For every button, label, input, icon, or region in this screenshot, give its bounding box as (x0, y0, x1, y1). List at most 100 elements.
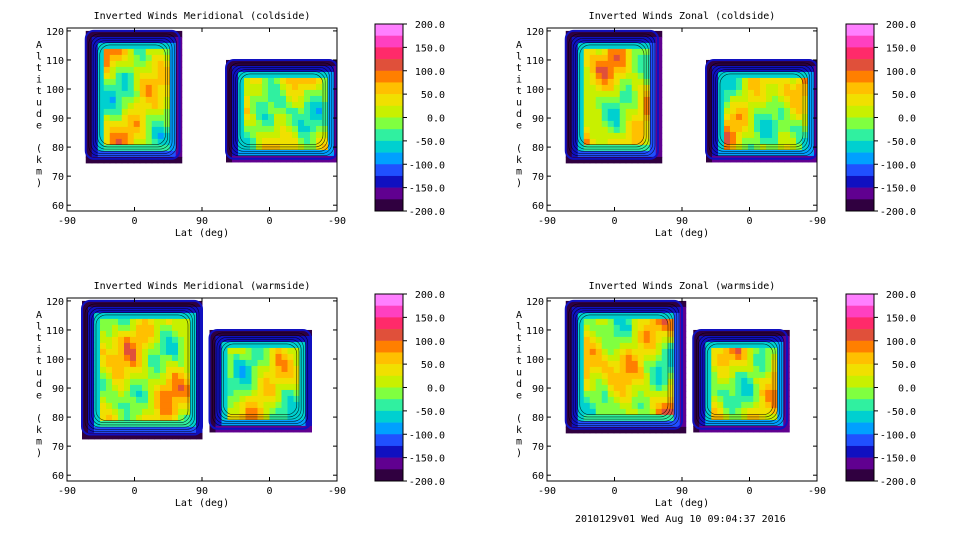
colorbar-tick-label: 150.0 (886, 313, 916, 324)
colorbar-tick-label: -150.0 (880, 184, 916, 195)
colorbar-swatch (846, 305, 874, 318)
colorbar-swatch (375, 410, 403, 423)
colorbar-tick-label: 200.0 (886, 20, 916, 31)
y-tick-label: 80 (532, 413, 544, 424)
colorbar-tick-label: -150.0 (409, 184, 445, 195)
colorbar-swatch (846, 59, 874, 72)
colorbar-tick-label: -200.0 (880, 207, 916, 218)
y-tick-label: 70 (52, 442, 64, 453)
colorbar-tick-label: 0.0 (427, 384, 445, 395)
colorbar-swatch (846, 24, 874, 36)
colorbar-swatch (846, 340, 874, 353)
colorbar-swatch (846, 457, 874, 470)
y-tick-label: 70 (532, 172, 544, 183)
colorbar-swatch (375, 175, 403, 188)
colorbar-tick-label: 0.0 (898, 384, 916, 395)
chart-title: Inverted Winds Zonal (coldside) (589, 11, 776, 22)
colorbar-swatch (375, 352, 403, 365)
colorbar-swatch (846, 445, 874, 458)
x-tick-label: 0 (746, 486, 752, 497)
x-tick-label: -90 (808, 486, 826, 497)
footer-timestamp: 2010129v01 Wed Aug 10 09:04:37 2016 (575, 514, 786, 525)
colorbar-tick-label: 100.0 (886, 67, 916, 78)
colorbar-tick-label: -100.0 (880, 430, 916, 441)
colorbar-swatch (846, 469, 874, 482)
colorbar-swatch (846, 317, 874, 330)
colorbar-swatch (846, 140, 874, 153)
colorbar-swatch (846, 434, 874, 447)
colorbar-tick-label: -200.0 (409, 207, 445, 218)
y-tick-label: 70 (532, 442, 544, 453)
region-1 (564, 29, 663, 164)
colorbar-swatch (375, 317, 403, 330)
colorbar-tick-label: 50.0 (892, 90, 916, 101)
colorbar-swatch (846, 105, 874, 118)
colorbar-swatch (846, 94, 874, 107)
colorbar-swatch (846, 364, 874, 377)
contour-field (564, 29, 817, 164)
x-tick-label: -90 (538, 486, 556, 497)
colorbar-swatch (846, 35, 874, 48)
colorbar-tick-label: 200.0 (415, 20, 445, 31)
colorbar-swatch (375, 105, 403, 118)
y-tick-label: 100 (46, 355, 64, 366)
colorbar-tick-label: -50.0 (886, 137, 916, 148)
colorbar-tick-label: 200.0 (415, 290, 445, 301)
y-tick-label: 120 (526, 297, 544, 308)
y-tick-label: 60 (52, 201, 64, 212)
colorbar-swatch (375, 140, 403, 153)
colorbar-tick-label: 100.0 (415, 67, 445, 78)
colorbar-tick-label: -100.0 (409, 430, 445, 441)
region-1 (84, 29, 183, 164)
colorbar-swatch (375, 117, 403, 130)
region-2 (692, 328, 790, 433)
colorbar: 200.0 150.0 100.0 50.0 0.0 -50.0 -100.0 -150.0 -… (374, 290, 445, 488)
y-tick-label: 90 (532, 114, 544, 125)
colorbar-swatch (846, 129, 874, 142)
x-tick-label: 90 (676, 486, 688, 497)
x-tick-label: 0 (131, 486, 137, 497)
colorbar-tick-label: -50.0 (415, 407, 445, 418)
x-tick-label: 0 (266, 216, 272, 227)
x-tick-label: 90 (196, 216, 208, 227)
colorbar-swatch (375, 445, 403, 458)
chart-panel-4: Inverted Winds Zonal (warmside) 60 70 80 90 1… (516, 281, 916, 509)
x-tick-label: 90 (196, 486, 208, 497)
colorbar-tick-label: 0.0 (898, 114, 916, 125)
x-axis-label: Lat (deg) (175, 228, 229, 239)
x-tick-label: -90 (538, 216, 556, 227)
colorbar-swatch (375, 199, 403, 212)
colorbar-swatch (846, 70, 874, 83)
colorbar-swatch (375, 457, 403, 470)
y-tick-label: 90 (532, 384, 544, 395)
chart-panel-3: Inverted Winds Meridional (warmside) 60 70… (36, 281, 445, 509)
chart-title: Inverted Winds Meridional (warmside) (94, 281, 311, 292)
x-tick-label: -90 (328, 486, 346, 497)
colorbar-swatch (375, 59, 403, 72)
colorbar-tick-label: 50.0 (421, 90, 445, 101)
x-tick-label: -90 (328, 216, 346, 227)
colorbar-tick-label: 100.0 (886, 337, 916, 348)
colorbar-tick-label: -150.0 (880, 454, 916, 465)
colorbar-tick-label: 50.0 (421, 360, 445, 371)
colorbar-tick-label: 150.0 (415, 313, 445, 324)
chart-panel-2: Inverted Winds Zonal (coldside) 60 70 80 90 1… (516, 11, 916, 239)
y-tick-label: 70 (52, 172, 64, 183)
y-tick-label: 100 (526, 355, 544, 366)
colorbar-swatch (375, 152, 403, 165)
colorbar-swatch (375, 129, 403, 142)
y-tick-label: 80 (52, 413, 64, 424)
colorbar-swatch (846, 375, 874, 388)
x-tick-label: -90 (58, 486, 76, 497)
y-tick-label: 120 (526, 27, 544, 38)
colorbar: 200.0 150.0 100.0 50.0 0.0 -50.0 -100.0 -150.0 -… (845, 20, 916, 218)
y-tick-label: 120 (46, 27, 64, 38)
colorbar-swatch (846, 410, 874, 423)
colorbar-swatch (846, 175, 874, 188)
colorbar-swatch (846, 329, 874, 342)
colorbar-swatch (375, 399, 403, 412)
colorbar-swatch (375, 47, 403, 60)
region-2 (225, 58, 337, 163)
colorbar-tick-label: -100.0 (409, 160, 445, 171)
colorbar-swatch (375, 70, 403, 83)
